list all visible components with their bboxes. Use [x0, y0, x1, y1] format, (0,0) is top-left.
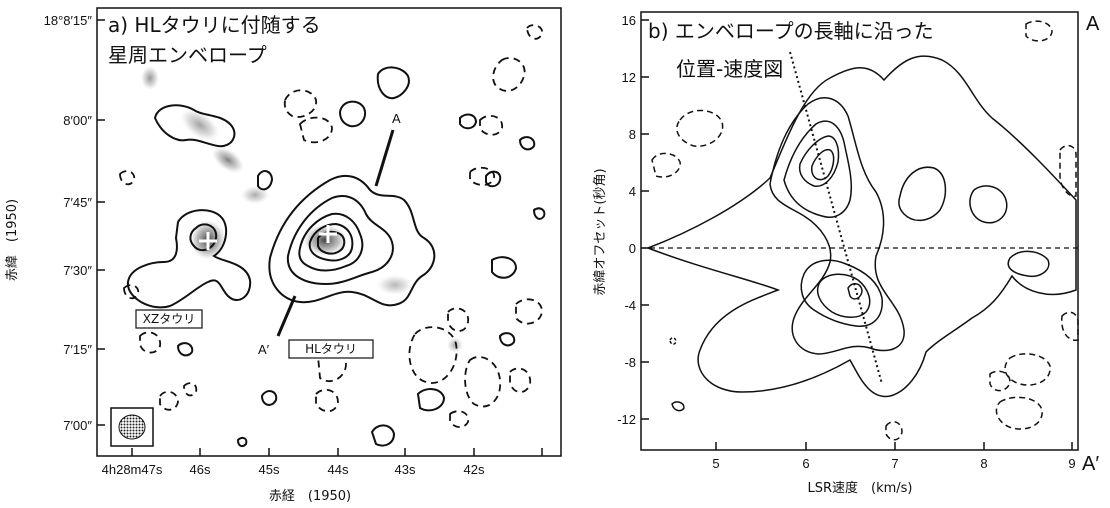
xz-tau-label-text: XZタウリ — [143, 312, 195, 326]
panel-a: a) HLタウリに付随する 星周エンベロープ XZタウリ HLタウリ A A′ … — [5, 7, 562, 504]
panel-b-ytick-6: -8 — [624, 355, 636, 370]
panel-b-y-label: 赤緯オフセット(秒角) — [593, 168, 608, 295]
panel-b-ticks — [641, 19, 1073, 450]
pv-dashed-contours — [651, 20, 1079, 441]
panel-a-ytick-3: 7′30″ — [63, 263, 92, 278]
panel-a-title-line1: a) HLタウリに付随する — [108, 13, 321, 37]
panel-b-frame — [640, 11, 1079, 451]
panel-a-xtick-5: 42s — [464, 462, 485, 477]
panel-b: b) エンベロープの長軸に沿った 位置-速度図 A A′ 5 6 7 8 9 1… — [593, 11, 1100, 496]
dashed-contours — [119, 24, 544, 428]
panel-a-xtick-1: 46s — [190, 462, 211, 477]
panel-b-ytick-7: -12 — [617, 412, 636, 427]
panel-a-xtick-3: 44s — [328, 462, 349, 477]
beam-box — [110, 407, 154, 447]
panel-b-xtick-3: 8 — [980, 456, 987, 471]
panel-a-xtick-4: 43s — [395, 462, 416, 477]
panel-a-frame — [96, 7, 562, 457]
panel-b-ytick-1: 12 — [622, 70, 636, 85]
panel-a-x-label: 赤経 (1950) — [269, 489, 351, 504]
panel-b-ytick-0: 16 — [622, 13, 636, 28]
panel-a-xtick-2: 45s — [259, 462, 280, 477]
solid-contours — [153, 66, 546, 448]
panel-b-xtick-1: 6 — [802, 456, 809, 471]
cut-label-a: A — [392, 111, 401, 126]
xz-tau-label: XZタウリ — [135, 309, 203, 329]
panel-b-x-label: LSR速度 (km/s) — [807, 480, 912, 496]
panel-b-ytick-2: 8 — [629, 127, 636, 142]
panel-b-ytick-4: 0 — [629, 241, 636, 256]
panel-a-ticks — [97, 19, 543, 456]
hl-tau-contours — [268, 129, 436, 337]
panel-b-title-line2: 位置-速度図 — [676, 57, 783, 81]
panel-a-y-label: 赤緯 (1950) — [5, 199, 20, 281]
panel-a-greyscale — [141, 66, 463, 353]
panel-a-ytick-5: 7′00″ — [63, 418, 92, 433]
panel-b-ytick-5: -4 — [624, 298, 636, 313]
star-markers — [199, 225, 337, 250]
panel-a-ytick-4: 7′15″ — [63, 342, 92, 357]
panel-a-xtick-0: 4h28m47s — [102, 462, 163, 477]
panel-b-xtick-4: 9 — [1068, 456, 1075, 471]
hl-tau-label-text: HLタウリ — [305, 342, 357, 356]
panel-b-edge-bottom: A′ — [1082, 453, 1099, 475]
panel-a-ytick-1: 8′00″ — [63, 113, 92, 128]
panel-b-ytick-3: 4 — [629, 184, 636, 199]
panel-a-title-line2: 星周エンベロープ — [108, 43, 267, 67]
panel-b-edge-top: A — [1086, 13, 1100, 35]
panel-b-title-line1: b) エンベロープの長軸に沿った — [648, 19, 934, 43]
panel-b-xtick-2: 7 — [891, 456, 898, 471]
pv-small-marks — [669, 337, 685, 412]
pv-solid-contours — [645, 55, 1077, 398]
cut-label-a-prime: A′ — [258, 342, 270, 357]
panel-a-ytick-0: 18°8′15″ — [44, 13, 93, 28]
hl-tau-label: HLタウリ — [288, 339, 374, 359]
panel-b-xtick-0: 5 — [712, 456, 719, 471]
xz-tau-contours — [126, 209, 252, 309]
panel-a-ytick-2: 7′45″ — [63, 195, 92, 210]
